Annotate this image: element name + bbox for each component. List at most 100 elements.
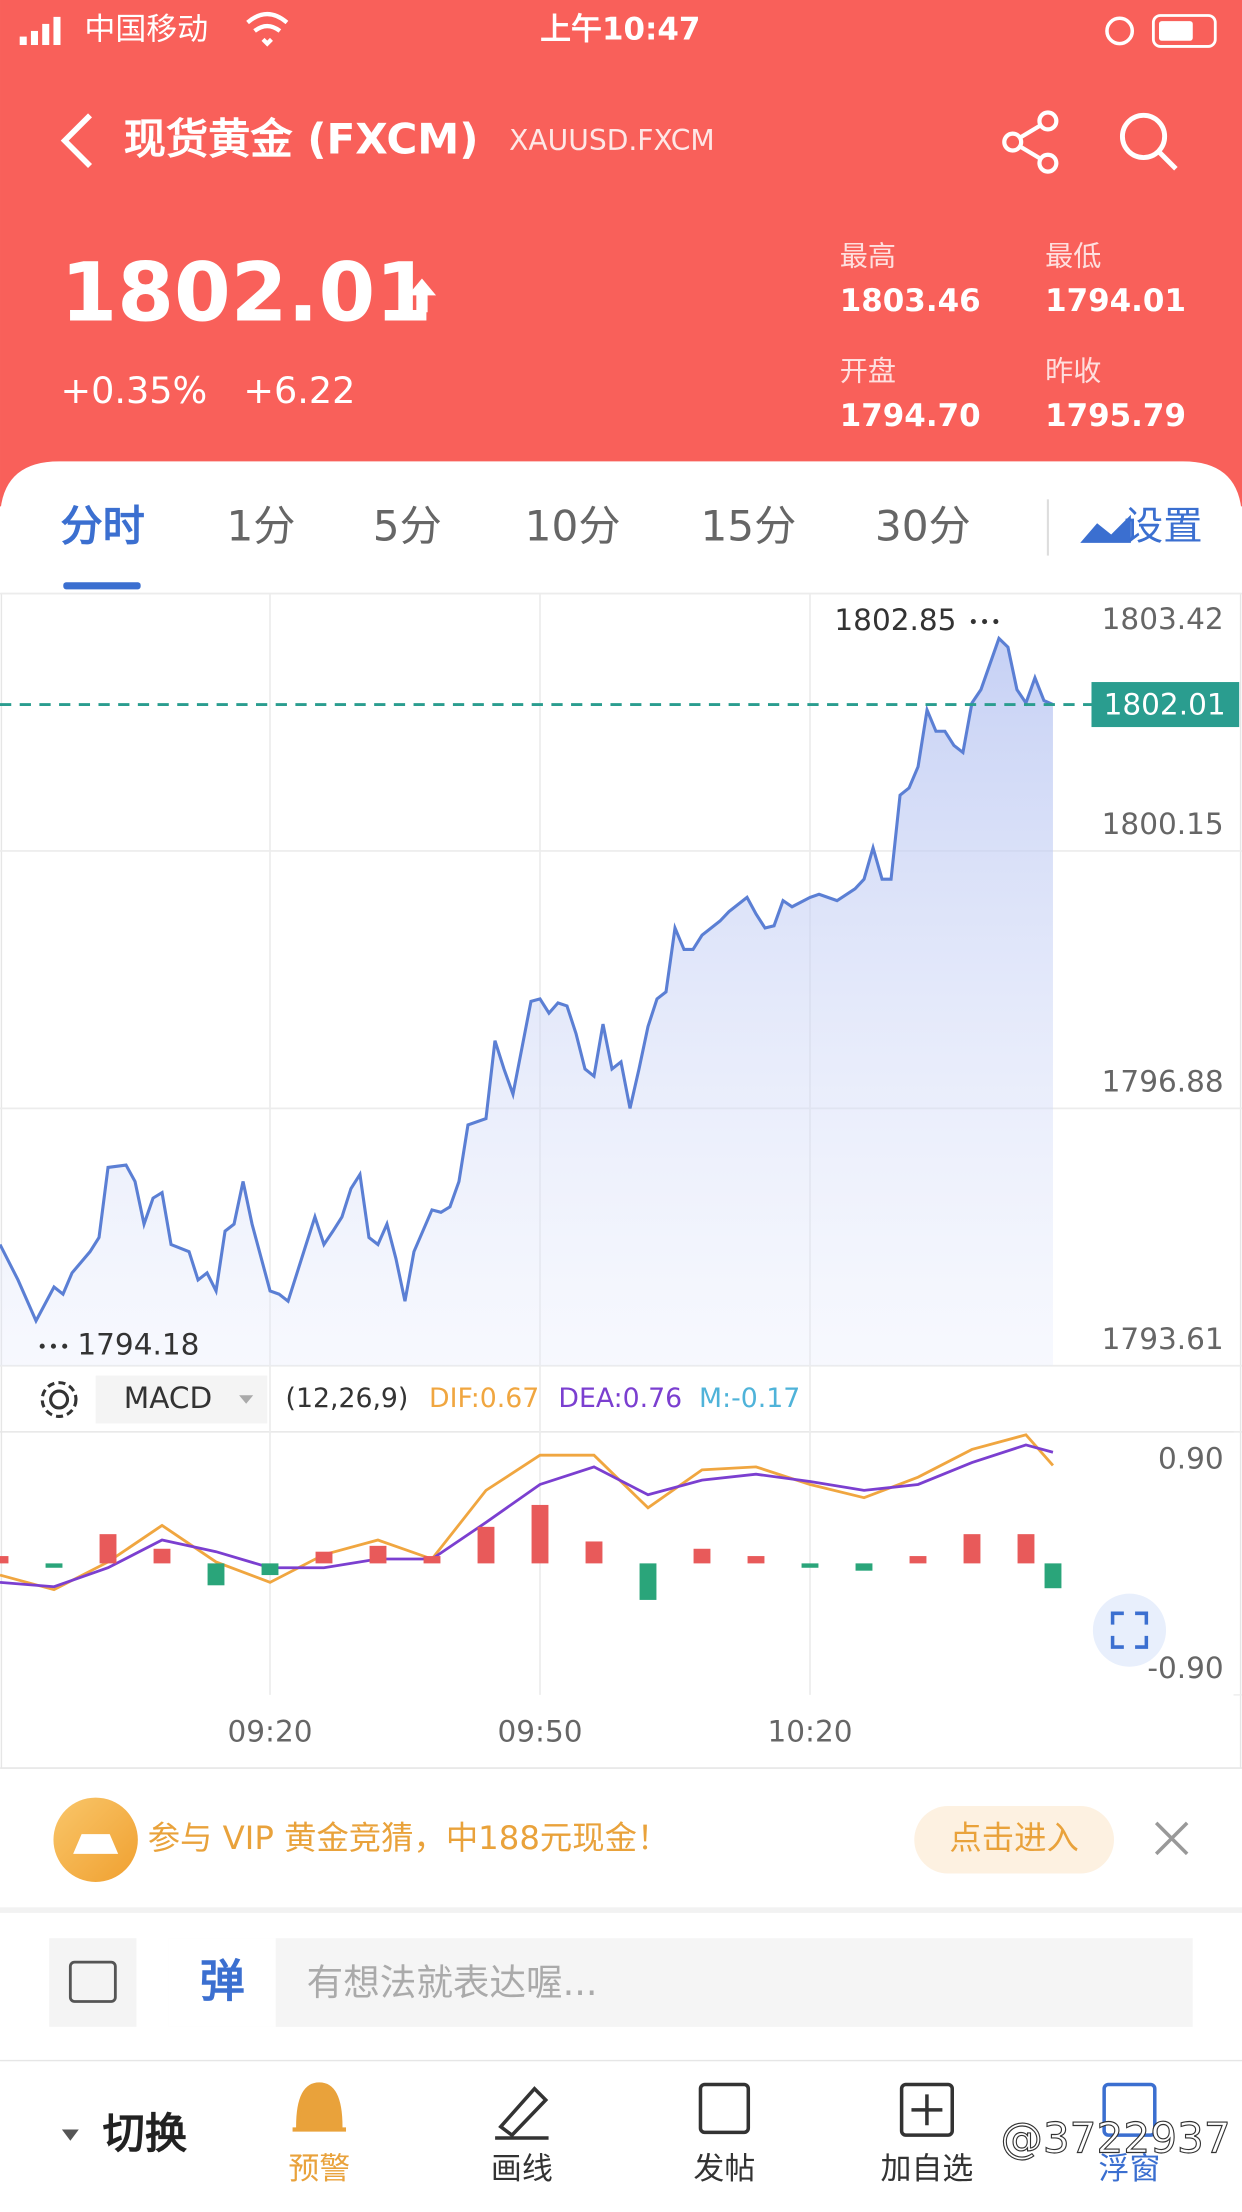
price-area [0, 638, 1053, 1366]
toolbar-item[interactable]: 加自选 [881, 2151, 974, 2187]
share-button[interactable] [1002, 110, 1059, 174]
low-label: 1794.18 [77, 1328, 199, 1362]
reference-label: 1802.01 [1104, 687, 1226, 721]
dot [39, 1343, 45, 1349]
gold-bar-icon [73, 1834, 119, 1854]
stat-value: 1803.46 [840, 283, 981, 319]
indicator-select[interactable] [95, 1375, 268, 1424]
dot [982, 619, 988, 625]
separator [0, 1907, 1242, 1913]
title: 现货黄金 (FXCM) [124, 115, 479, 164]
reference-label-bg [1091, 682, 1240, 728]
comment-placeholder: 有想法就表达喔... [307, 1961, 598, 2004]
tab[interactable]: 1分 [226, 501, 295, 550]
macd-bar [855, 1563, 873, 1571]
fullscreen-button[interactable] [1092, 1593, 1167, 1667]
stat-label: 开盘 [840, 355, 896, 388]
stat-label: 最低 [1045, 239, 1101, 272]
macd-bar [0, 1556, 9, 1564]
dot [970, 619, 976, 625]
x-tick-label: 09:50 [497, 1714, 582, 1748]
comment-input[interactable] [168, 1938, 1193, 2027]
tab[interactable]: 10分 [525, 501, 621, 550]
legend-entry: M:-0.17 [699, 1383, 800, 1414]
up-arrow [407, 278, 437, 313]
danmaku-icon: 弹 [200, 1955, 245, 2008]
macd-bar [531, 1504, 549, 1564]
search-button[interactable] [1119, 112, 1178, 171]
toolbar-item[interactable]: 发帖 [693, 2151, 755, 2187]
header-bg [0, 0, 1242, 507]
y-tick-label: 1793.61 [1102, 1322, 1224, 1356]
stat-value: 1794.01 [1045, 283, 1186, 319]
add-icon [899, 2082, 955, 2137]
toolbar-item[interactable]: 画线 [491, 2151, 553, 2187]
switch-button[interactable]: 切换 [103, 2109, 188, 2158]
dot [993, 619, 999, 625]
tab[interactable]: 分时 [60, 501, 144, 550]
x-tick-label: 09:20 [227, 1714, 312, 1748]
tab-indicator [63, 582, 141, 590]
macd-bar [585, 1541, 603, 1564]
back-button[interactable] [60, 113, 93, 168]
carrier: 中国移动 [84, 11, 208, 47]
switch-arrow [61, 2129, 79, 2141]
stat-value: 1795.79 [1045, 398, 1186, 434]
macd-bar [1017, 1534, 1035, 1564]
dot [62, 1343, 68, 1349]
macd-bar [207, 1563, 225, 1586]
y-tick-label: 1803.42 [1102, 602, 1224, 636]
danmaku-toggle[interactable] [168, 1938, 276, 2027]
banner-button-label: 点击进入 [949, 1819, 1078, 1857]
price: 1802.01 [60, 246, 432, 341]
banner-text: 参与 VIP 黄金竞猜，中188元现金！ [148, 1819, 670, 1857]
price-line [0, 635, 1054, 1325]
note-icon [68, 1960, 117, 2003]
macd-line [0, 1433, 1055, 1592]
y-tick-label: -0.90 [1147, 1651, 1223, 1685]
settings-button[interactable]: 设置 [1124, 503, 1203, 549]
watermark: @3722937 [1001, 2113, 1231, 2162]
macd-bar [423, 1556, 441, 1564]
high-label: 1802.85 [834, 603, 956, 637]
macd-bar [45, 1563, 63, 1568]
settings-gear[interactable] [40, 1381, 78, 1418]
macd-bar [801, 1563, 819, 1568]
clock: 上午10:47 [540, 11, 700, 47]
tab[interactable]: 5分 [373, 501, 442, 550]
tab[interactable]: 30分 [875, 501, 971, 550]
plus-icon [911, 2094, 943, 2126]
macd-bar [315, 1551, 333, 1564]
indicator-name[interactable]: MACD [124, 1381, 212, 1415]
float-icon [1102, 2082, 1157, 2137]
tab[interactable]: 15分 [700, 501, 796, 550]
toolbar-item[interactable]: 预警 [288, 2151, 350, 2187]
macd-bar [963, 1534, 981, 1564]
close-button[interactable] [1154, 1821, 1189, 1856]
macd-bar [639, 1563, 657, 1600]
banner-button[interactable] [914, 1806, 1114, 1874]
settings-icon [1080, 514, 1131, 543]
macd-bar [369, 1545, 387, 1564]
symbol: XAUUSD.FXCM [509, 124, 714, 157]
macd-bar [477, 1526, 495, 1564]
macd-bar [909, 1556, 927, 1564]
stat-value: 1794.70 [840, 398, 981, 434]
post-icon [698, 2082, 751, 2135]
draw-icon [495, 2086, 549, 2140]
note-button[interactable] [49, 1938, 137, 2027]
macd-bar [261, 1563, 279, 1576]
signal-icon [19, 16, 61, 46]
stat-label: 最高 [840, 239, 896, 272]
macd-bar [99, 1534, 117, 1564]
toolbar-item[interactable]: 浮窗 [1099, 2151, 1161, 2187]
macd-bar [693, 1548, 711, 1564]
battery-icon [1151, 14, 1217, 48]
lock-icon [1105, 16, 1135, 46]
dot [50, 1343, 56, 1349]
change-pct: +0.35% [60, 369, 207, 412]
y-tick-label: 1800.15 [1102, 807, 1224, 841]
macd-bar [153, 1548, 171, 1564]
